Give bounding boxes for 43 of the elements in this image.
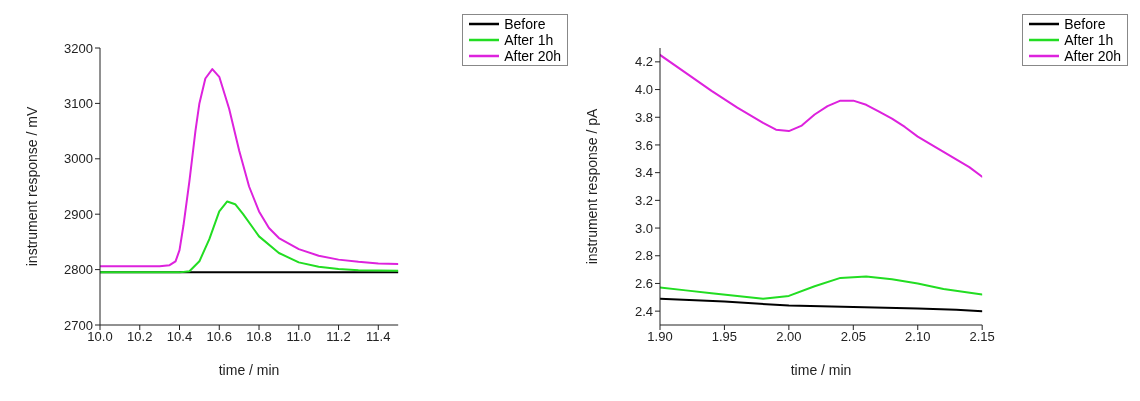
y-axis-title: instrument response / mV — [23, 106, 40, 267]
y-tick-label: 2.4 — [634, 303, 653, 319]
legend-label: After 1h — [1064, 31, 1114, 48]
y-tick-label: 3200 — [64, 40, 93, 56]
x-axis-title: time / min — [218, 362, 280, 378]
y-tick-label: 3100 — [64, 96, 93, 112]
y-tick-label: 4.0 — [634, 82, 653, 98]
line-series — [660, 297, 983, 313]
legend-label: Before — [504, 15, 546, 32]
line-series — [660, 275, 983, 300]
x-tick-label: 2.15 — [969, 329, 995, 345]
y-tick-label: 3.0 — [634, 220, 653, 236]
legend-label: Before — [1064, 15, 1106, 32]
x-tick-label: 2.05 — [840, 329, 866, 345]
line-series — [100, 200, 399, 274]
x-tick-label: 2.10 — [905, 329, 931, 345]
y-tick-label: 3.8 — [634, 109, 653, 125]
legend-label: After 20h — [1064, 47, 1121, 64]
y-tick-label: 3000 — [64, 151, 93, 167]
line-series — [660, 53, 983, 178]
line-series — [100, 68, 399, 268]
x-tick-label: 10.2 — [127, 329, 153, 345]
y-tick-label: 3.6 — [634, 137, 653, 153]
y-tick-label: 2900 — [64, 206, 93, 222]
x-tick-label: 2.00 — [776, 329, 802, 345]
x-tick-label: 10.6 — [206, 329, 232, 345]
legend-label: After 20h — [504, 47, 561, 64]
x-tick-label: 1.95 — [711, 329, 738, 345]
y-tick-label: 3.4 — [634, 165, 653, 181]
y-tick-label: 2.8 — [634, 248, 653, 264]
x-tick-label: 10.4 — [166, 329, 193, 345]
x-tick-label: 11.2 — [326, 329, 351, 345]
y-tick-label: 3.2 — [634, 192, 653, 208]
x-tick-label: 10.8 — [246, 329, 272, 345]
x-tick-label: 1.90 — [647, 329, 673, 345]
y-tick-label: 4.2 — [634, 54, 653, 70]
legend-label: After 1h — [504, 31, 554, 48]
y-tick-label: 2.6 — [634, 276, 653, 292]
y-tick-label: 2800 — [64, 262, 93, 278]
x-axis-title: time / min — [790, 362, 852, 378]
x-tick-label: 11.4 — [366, 329, 391, 345]
y-axis-title: instrument response / pA — [583, 108, 600, 265]
x-tick-label: 11.0 — [286, 329, 311, 345]
